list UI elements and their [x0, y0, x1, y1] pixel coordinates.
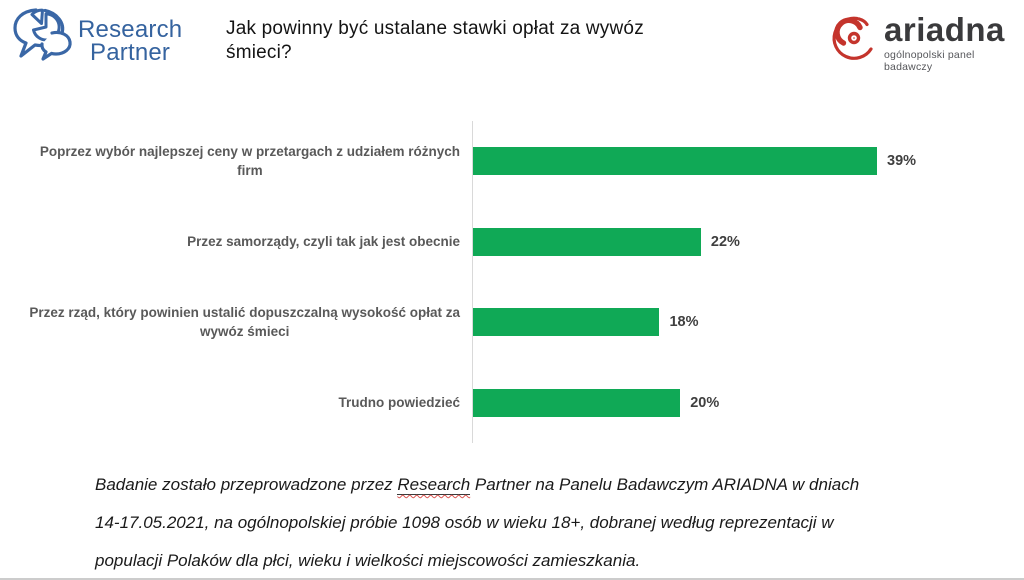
- research-partner-wordmark: Research Partner: [78, 16, 183, 66]
- chart-row: Trudno powiedzieć 20%: [0, 363, 1024, 444]
- value-label: 22%: [710, 233, 740, 250]
- research-partner-line2: Partner: [90, 39, 171, 66]
- value-label: 20%: [690, 394, 720, 411]
- category-label: Przez samorządy, czyli tak jak jest obec…: [187, 234, 460, 250]
- value-label: 39%: [887, 153, 917, 170]
- note-line-1: Badanie zostało przeprowadzone przez Res…: [95, 466, 935, 504]
- methodology-note: Badanie zostało przeprowadzone przez Res…: [95, 466, 935, 578]
- ariadna-tagline: ogólnopolski panel badawczy: [884, 49, 975, 73]
- bar: [473, 308, 660, 337]
- chart-rows: Poprzez wybór najlepszej ceny w przetarg…: [0, 121, 1024, 443]
- bar: [473, 147, 878, 176]
- bar: [473, 388, 681, 417]
- note-line-2: 14-17.05.2021, na ogólnopolskiej próbie …: [95, 513, 834, 532]
- ariadna-logo: ariadna ogólnopolski panel badawczy: [830, 12, 1024, 73]
- research-partner-line1: Research: [78, 16, 183, 43]
- bar-chart: Poprzez wybór najlepszej ceny w przetarg…: [0, 121, 1024, 443]
- research-partner-logo: Research Partner: [12, 6, 182, 71]
- category-label: Przez rząd, który powinien ustalić dopus…: [29, 305, 460, 340]
- note-line1-underlined-word: Research: [397, 475, 471, 495]
- note-line-3: populacji Polaków dla płci, wieku i wiel…: [95, 551, 641, 570]
- ariadna-wordmark: ariadna: [884, 11, 1005, 48]
- ariadna-spiral-icon: [830, 12, 878, 67]
- note-line1-before: Badanie zostało przeprowadzone przez: [95, 475, 398, 494]
- speech-bubbles-pie-icon: [12, 6, 76, 71]
- category-label: Poprzez wybór najlepszej ceny w przetarg…: [39, 144, 460, 179]
- category-label: Trudno powiedzieć: [338, 395, 460, 411]
- bar: [473, 227, 701, 256]
- note-line1-after: Partner na Panelu Badawczym ARIADNA w dn…: [470, 475, 860, 494]
- value-label: 18%: [669, 314, 699, 331]
- chart-row: Przez rząd, który powinien ustalić dopus…: [0, 282, 1024, 363]
- page-title: Jak powinny być ustalane stawki opłat za…: [226, 18, 644, 63]
- chart-row: Przez samorządy, czyli tak jak jest obec…: [0, 202, 1024, 283]
- category-axis-line: [472, 121, 473, 443]
- chart-row: Poprzez wybór najlepszej ceny w przetarg…: [0, 121, 1024, 202]
